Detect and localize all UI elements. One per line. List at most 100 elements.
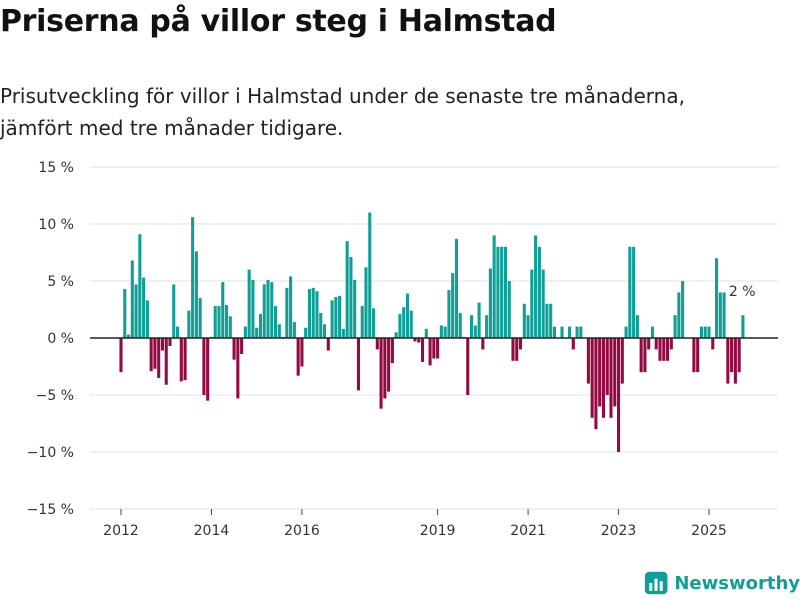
bar	[349, 257, 353, 338]
bar	[541, 269, 545, 338]
bar	[741, 315, 745, 338]
bar	[605, 338, 609, 395]
bar	[251, 279, 255, 338]
bar	[511, 338, 515, 361]
bar	[405, 293, 410, 338]
bar	[598, 338, 602, 407]
y-axis-labels: 15 % 10 % 5 % 0 % −5 % −10 % −15 %	[27, 160, 74, 518]
bar	[432, 338, 436, 359]
bar	[552, 326, 557, 338]
bar	[243, 326, 247, 338]
bar	[164, 338, 168, 385]
bar	[534, 235, 538, 338]
bar	[387, 338, 391, 392]
bar	[654, 338, 658, 350]
chart-subtitle: Prisutveckling för villor i Halmstad und…	[0, 80, 685, 144]
bar	[247, 269, 251, 338]
y-tick-label: −15 %	[27, 502, 74, 518]
bar	[277, 324, 281, 338]
y-tick-label: 15 %	[38, 160, 74, 176]
bar	[454, 238, 459, 338]
bar	[138, 234, 142, 338]
x-axis: 2012 2014 2016 2019 2021 2023 2025	[103, 509, 727, 539]
bar	[213, 306, 217, 338]
bar	[571, 338, 575, 350]
bar	[322, 324, 327, 338]
bar	[232, 338, 236, 360]
bar	[703, 326, 707, 338]
bar	[439, 325, 443, 338]
bar	[515, 338, 519, 361]
bar	[375, 338, 379, 350]
bar	[266, 279, 270, 338]
bar	[330, 300, 334, 338]
bar	[613, 338, 617, 407]
bar	[326, 338, 330, 351]
y-tick-label: 10 %	[38, 217, 74, 233]
bar	[126, 334, 131, 338]
bar	[123, 288, 127, 338]
bar	[665, 338, 670, 361]
bar	[379, 338, 383, 409]
bar	[718, 292, 722, 338]
y-tick-label: 5 %	[47, 274, 74, 290]
chart-title: Priserna på villor steg i Halmstad	[0, 4, 557, 39]
bar	[545, 303, 549, 338]
bar	[526, 315, 530, 338]
bar	[255, 327, 259, 338]
y-tick-label: −5 %	[36, 388, 74, 404]
bar	[503, 246, 508, 338]
x-tick-label: 2023	[601, 523, 637, 539]
bar	[168, 338, 172, 346]
x-tick-label: 2014	[194, 523, 230, 539]
bar	[485, 315, 489, 338]
bars	[119, 212, 745, 452]
bar	[341, 328, 345, 338]
bar	[669, 338, 673, 350]
bar	[304, 327, 308, 338]
brand-name: Newsworthy	[674, 572, 800, 594]
bar	[650, 326, 655, 338]
bar	[353, 279, 357, 338]
bar	[258, 314, 263, 338]
bar	[726, 338, 730, 384]
bar	[398, 314, 402, 338]
bar	[285, 287, 289, 338]
bar	[722, 292, 726, 338]
x-tick-label: 2016	[284, 523, 320, 539]
bar	[289, 276, 293, 338]
bar	[488, 268, 492, 338]
bar	[635, 315, 639, 338]
bar	[575, 326, 579, 338]
y-tick-label: 0 %	[47, 331, 74, 347]
bar	[707, 326, 711, 338]
bar	[496, 246, 500, 338]
y-tick-label: −10 %	[27, 445, 74, 461]
bar	[443, 326, 447, 338]
bar	[360, 306, 364, 338]
bar	[409, 310, 413, 338]
bar	[300, 338, 304, 367]
bar	[639, 338, 643, 373]
bar	[296, 338, 300, 376]
bar	[356, 338, 361, 391]
bar	[469, 315, 474, 338]
bar	[594, 338, 598, 430]
bar	[662, 338, 666, 361]
bar	[647, 338, 651, 350]
bar	[624, 326, 628, 338]
bar	[658, 338, 662, 361]
bar	[371, 308, 376, 338]
newsworthy-logo-icon	[644, 571, 668, 595]
bar	[307, 288, 312, 338]
bar	[273, 306, 278, 338]
bar	[134, 284, 138, 338]
bar	[447, 290, 451, 338]
bar	[221, 282, 225, 338]
bar	[224, 304, 229, 338]
bar	[315, 291, 319, 338]
bar	[364, 267, 368, 338]
bar	[130, 260, 134, 338]
bar	[730, 338, 734, 373]
bar	[183, 338, 187, 381]
